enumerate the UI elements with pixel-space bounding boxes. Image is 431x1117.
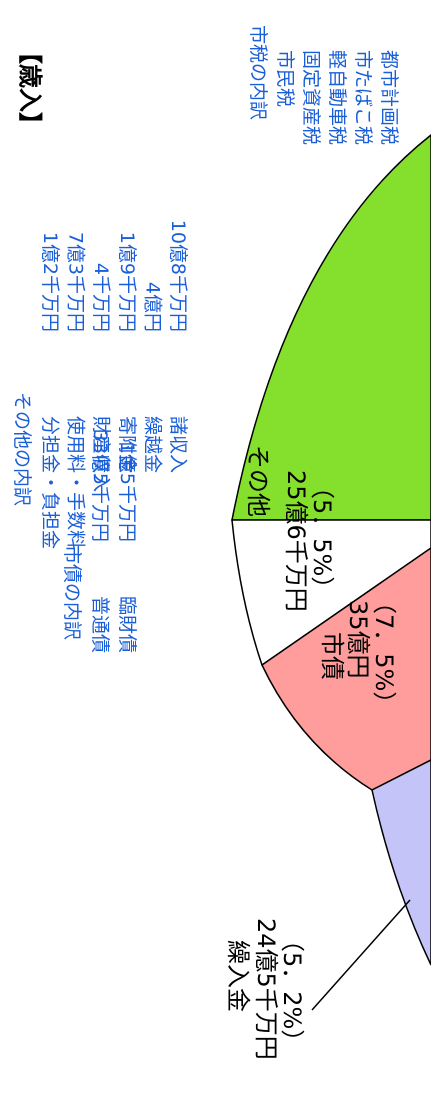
item-amount: 4千万円 bbox=[90, 263, 112, 332]
item-amount: 1億9千万円 bbox=[116, 232, 138, 332]
slice-percent: （5．5%） bbox=[308, 475, 336, 600]
item-name: 市民税 bbox=[274, 50, 296, 107]
item-amount: 4億円 bbox=[141, 282, 163, 332]
item-name: 臨財債 bbox=[116, 596, 138, 653]
slice-name: 繰入金 bbox=[224, 940, 252, 1012]
item-name: 分担金・負担金 bbox=[39, 416, 61, 549]
item-name: 繰越金 bbox=[141, 416, 163, 473]
item-amount: 1億2千万円 bbox=[39, 232, 61, 332]
heading: 市債の内訳 bbox=[61, 545, 83, 640]
slice-amount: 25億6千万円 bbox=[282, 470, 310, 612]
heading: 市税の内訳 bbox=[247, 25, 269, 120]
item-name: 都市計画税 bbox=[378, 50, 400, 145]
item-name: 市たばこ税 bbox=[352, 50, 374, 145]
item-amount: 10億8千万円 bbox=[167, 220, 189, 332]
slice-name: 市債 bbox=[318, 632, 346, 680]
title: 【歳入】 bbox=[16, 40, 44, 136]
item-name: 使用料・手数料 bbox=[65, 416, 87, 549]
item-name: 財産収入 bbox=[90, 416, 112, 492]
item-name: 普通債 bbox=[89, 596, 111, 653]
item-amount: 33億5千万円 bbox=[89, 430, 111, 542]
item-name: 諸収入 bbox=[167, 416, 189, 473]
city-tax-slice bbox=[231, 134, 431, 521]
item-name: 軽自動車税 bbox=[326, 50, 348, 145]
slice-amount: 35億円 bbox=[344, 600, 372, 679]
leader-line bbox=[311, 899, 411, 1011]
item-amount: 1億5千万円 bbox=[116, 442, 138, 542]
heading: その他の内訳 bbox=[11, 392, 33, 506]
pie-slice bbox=[371, 759, 431, 966]
item-name: 寄附金 bbox=[116, 416, 138, 473]
item-name: 固定資産税 bbox=[300, 50, 322, 145]
slice-name: その他 bbox=[244, 445, 272, 517]
slice-percent: （5．2%） bbox=[278, 928, 306, 1053]
item-amount: 7億3千万円 bbox=[65, 232, 87, 332]
slice-percent: （7．5%） bbox=[370, 590, 398, 715]
slice-amount: 24億5千万円 bbox=[252, 918, 280, 1060]
